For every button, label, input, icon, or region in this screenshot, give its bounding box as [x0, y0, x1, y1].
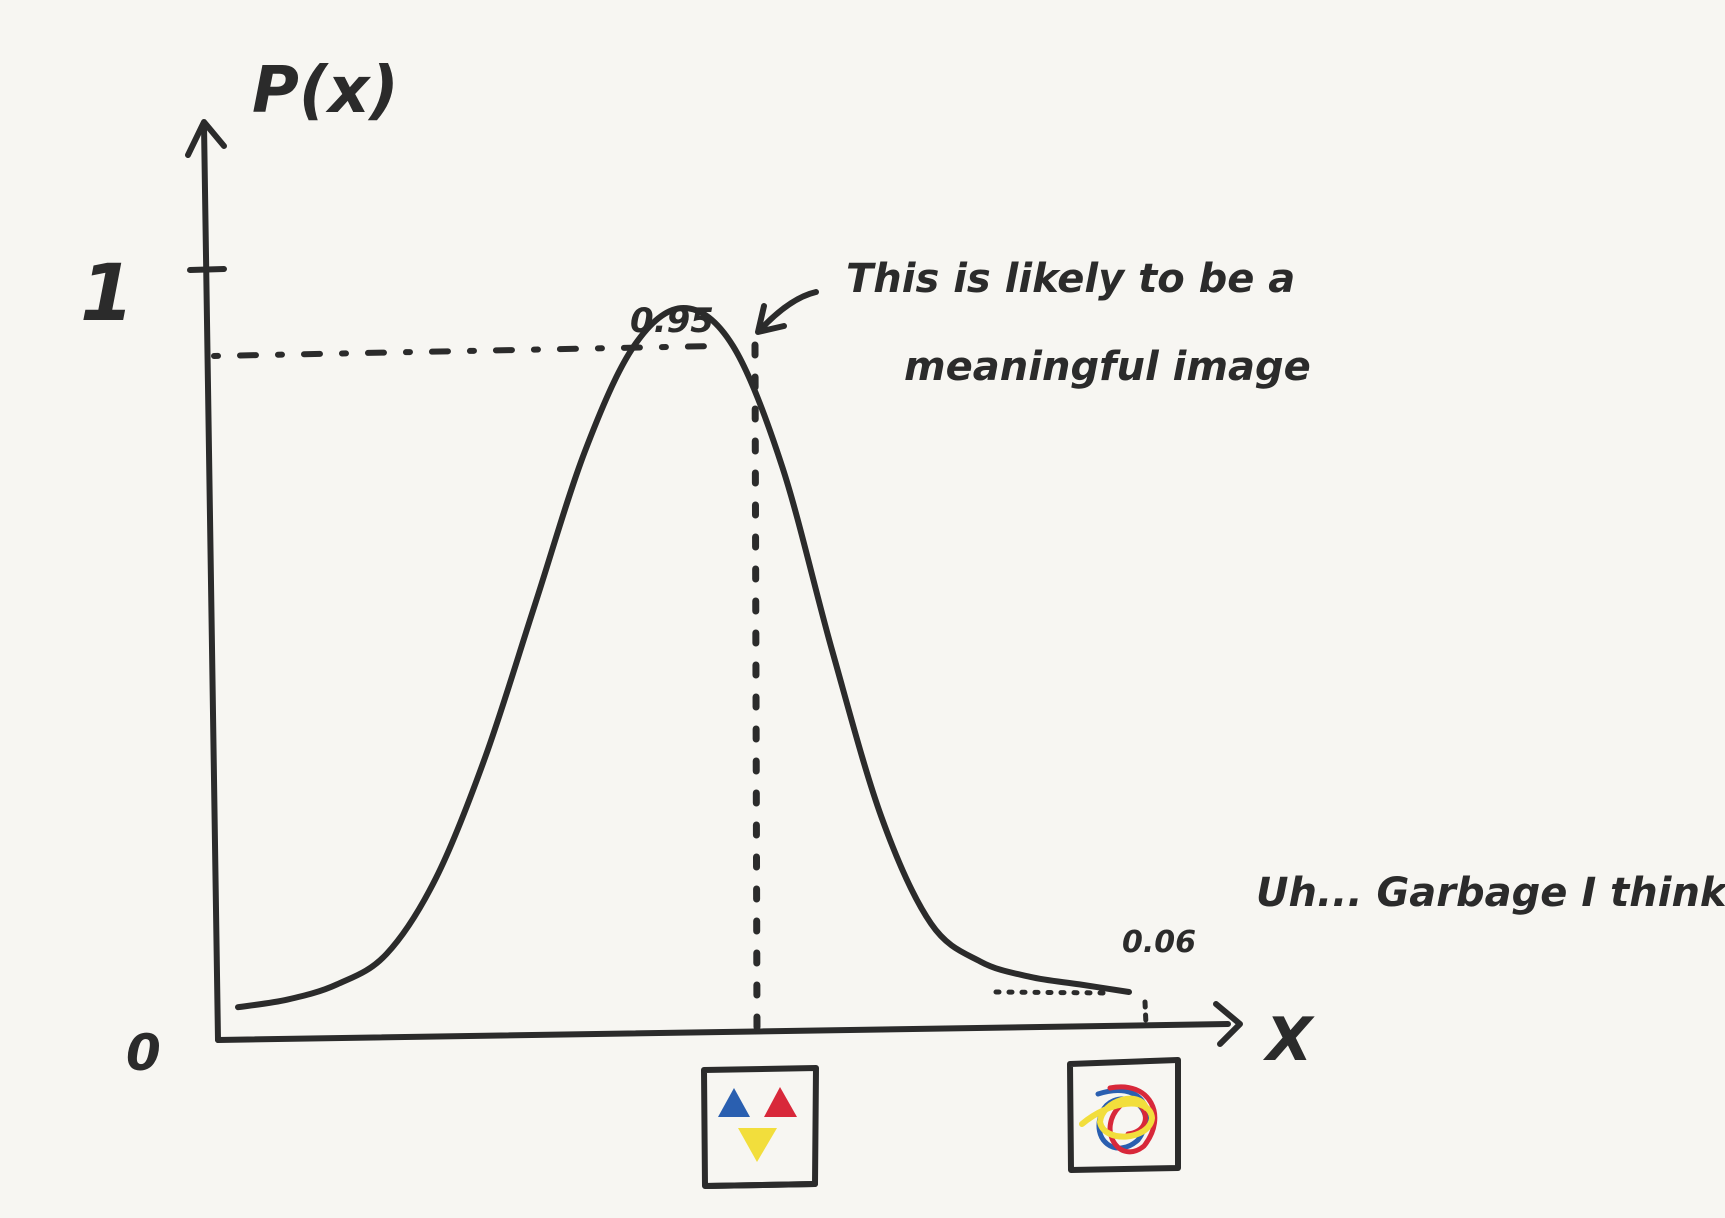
y-axis-arrowhead: [185, 119, 227, 158]
peak-value-label: 0.95: [630, 301, 714, 341]
blue-triangle: [718, 1088, 750, 1117]
peak-note-line1: This is likely to be a: [846, 256, 1295, 302]
y-tick-one-label: 1: [80, 249, 134, 339]
tail-value-label: 0.06: [1122, 925, 1196, 960]
tail-note: Uh... Garbage I think?: [1256, 870, 1725, 916]
peak-vertical-guide: [751, 341, 761, 1034]
note-arrowhead: [755, 303, 787, 335]
note-arrow: [757, 289, 819, 333]
origin-label: 0: [126, 1024, 161, 1082]
thumbnail-frame: [1067, 1057, 1181, 1173]
thumbnail-frame-underline: [703, 1181, 818, 1189]
scribble-red: [1107, 1084, 1158, 1155]
y-axis-label: P(x): [252, 54, 399, 128]
red-triangle: [764, 1087, 797, 1117]
thumbnail-frame: [701, 1065, 819, 1189]
peak-horizontal-guide: [211, 343, 719, 359]
yellow-triangle: [738, 1128, 777, 1162]
probability-curve: [235, 305, 1132, 1011]
y-axis-line: [201, 122, 221, 1043]
garbage-image-thumbnail: [1067, 1057, 1181, 1173]
meaningful-image-thumbnail: [701, 1065, 819, 1189]
x-axis-label: X: [1262, 1005, 1315, 1075]
y-tick-one: [187, 266, 227, 273]
peak-note-line2: meaningful image: [904, 344, 1311, 390]
x-axis-line: [215, 1021, 1231, 1043]
scribble-yellow: [1079, 1095, 1156, 1140]
x-axis-arrowhead: [1213, 1001, 1243, 1047]
tail-horizontal-guide: [993, 989, 1113, 996]
tail-vertical-guide: [1142, 999, 1149, 1028]
